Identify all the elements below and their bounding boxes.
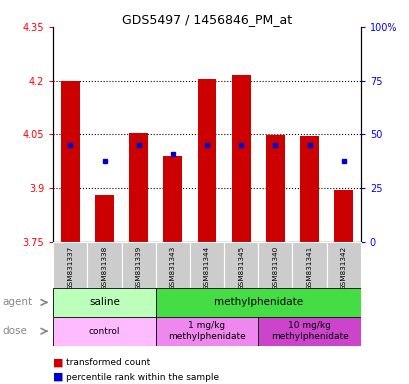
Bar (292, 242, 326, 288)
Bar (53, 242, 87, 288)
Bar (87, 242, 121, 288)
Bar (155, 288, 360, 317)
Bar (224, 242, 258, 288)
Text: saline: saline (89, 297, 120, 308)
Bar (61, 81, 80, 242)
Text: control: control (89, 327, 120, 336)
Text: GSM831343: GSM831343 (169, 246, 175, 290)
Text: GSM831344: GSM831344 (204, 246, 209, 290)
Bar (129, 132, 148, 242)
Text: GSM831341: GSM831341 (306, 246, 312, 290)
Bar (265, 136, 284, 242)
Text: methylphenidate: methylphenidate (213, 297, 302, 308)
Text: GSM831338: GSM831338 (101, 246, 107, 290)
Bar (121, 242, 155, 288)
Bar (53, 317, 155, 346)
Bar (189, 242, 224, 288)
Bar (299, 136, 318, 242)
Bar (155, 242, 189, 288)
Text: 1 mg/kg
methylphenidate: 1 mg/kg methylphenidate (168, 321, 245, 341)
Text: GSM831340: GSM831340 (272, 246, 278, 290)
Bar (155, 317, 258, 346)
Bar (258, 317, 360, 346)
Text: dose: dose (2, 326, 27, 336)
Text: agent: agent (2, 297, 32, 308)
Text: 10 mg/kg
methylphenidate: 10 mg/kg methylphenidate (270, 321, 348, 341)
Bar (163, 156, 182, 242)
Bar (258, 242, 292, 288)
Bar (333, 190, 352, 242)
Text: GSM831345: GSM831345 (238, 246, 244, 290)
Text: GSM831342: GSM831342 (340, 246, 346, 290)
Bar (231, 75, 250, 242)
Text: GSM831337: GSM831337 (67, 246, 73, 290)
Text: GSM831339: GSM831339 (135, 246, 142, 290)
Bar (326, 242, 360, 288)
Bar (53, 288, 155, 317)
Text: percentile rank within the sample: percentile rank within the sample (65, 372, 218, 382)
Title: GDS5497 / 1456846_PM_at: GDS5497 / 1456846_PM_at (122, 13, 291, 26)
Text: ■: ■ (53, 372, 64, 382)
Text: transformed count: transformed count (65, 358, 149, 367)
Bar (197, 79, 216, 242)
Text: ■: ■ (53, 358, 64, 368)
Bar (95, 195, 114, 242)
